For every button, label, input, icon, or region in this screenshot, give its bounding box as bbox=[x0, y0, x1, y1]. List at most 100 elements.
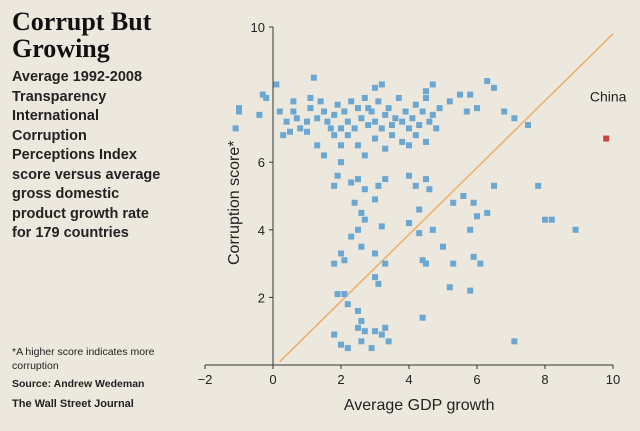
data-point bbox=[361, 328, 368, 335]
data-point bbox=[457, 91, 463, 98]
reference-line bbox=[279, 33, 614, 363]
data-point bbox=[389, 132, 395, 139]
data-point bbox=[372, 118, 378, 125]
data-point bbox=[321, 152, 327, 159]
y-axis-title: Corruption score* bbox=[226, 141, 243, 266]
data-point bbox=[283, 118, 290, 125]
data-point bbox=[548, 216, 555, 223]
diagonal-line bbox=[279, 33, 614, 363]
data-point bbox=[358, 318, 365, 325]
data-point bbox=[491, 182, 497, 189]
chart-area: −2 0 2 4 6 8 10 2 4 6 10 Average GDP growth Corrupti… bbox=[195, 0, 635, 426]
data-point bbox=[501, 108, 508, 115]
data-point bbox=[399, 138, 406, 145]
data-point bbox=[372, 250, 378, 257]
data-point bbox=[236, 108, 242, 115]
x-tick-label: 8 bbox=[541, 372, 548, 387]
china-label: China bbox=[590, 89, 627, 105]
data-point bbox=[331, 111, 338, 118]
data-point bbox=[348, 233, 355, 240]
axes bbox=[204, 26, 614, 369]
data-point bbox=[511, 338, 518, 345]
data-point bbox=[426, 186, 433, 193]
y-tick-label: 6 bbox=[258, 155, 265, 170]
data-point bbox=[355, 324, 361, 331]
data-point bbox=[348, 179, 355, 186]
data-point bbox=[416, 230, 423, 237]
data-point bbox=[412, 182, 419, 189]
data-point bbox=[290, 108, 297, 115]
data-point bbox=[334, 291, 341, 298]
data-point bbox=[423, 94, 429, 101]
data-point bbox=[293, 115, 300, 122]
publisher-credit: The Wall Street Journal bbox=[12, 398, 134, 410]
data-point bbox=[263, 94, 270, 101]
data-point bbox=[416, 122, 423, 129]
data-point bbox=[355, 307, 361, 314]
data-point bbox=[423, 88, 429, 95]
x-tick-label: 10 bbox=[606, 372, 620, 387]
data-point bbox=[334, 172, 341, 179]
data-point bbox=[331, 260, 338, 267]
data-point bbox=[338, 250, 344, 257]
data-point bbox=[351, 199, 358, 206]
data-point bbox=[450, 199, 457, 206]
data-point bbox=[429, 111, 436, 118]
data-point bbox=[372, 196, 378, 203]
data-point bbox=[406, 172, 412, 179]
footnote: *A higher score indicates more corruptio… bbox=[12, 346, 155, 372]
data-point bbox=[372, 274, 378, 281]
data-point bbox=[259, 91, 266, 98]
data-point bbox=[276, 108, 283, 115]
data-point bbox=[358, 338, 365, 345]
data-point bbox=[375, 182, 382, 189]
data-point bbox=[256, 111, 263, 118]
data-point bbox=[331, 182, 338, 189]
data-points bbox=[232, 74, 610, 352]
source-credit: Source: Andrew Wedeman bbox=[12, 378, 145, 390]
data-point bbox=[382, 176, 389, 183]
data-point bbox=[297, 125, 304, 132]
data-point bbox=[467, 226, 474, 233]
data-point bbox=[368, 345, 375, 352]
data-point bbox=[511, 115, 518, 122]
data-point bbox=[355, 176, 361, 183]
data-point bbox=[317, 98, 324, 105]
data-point bbox=[358, 243, 365, 250]
data-point bbox=[375, 98, 382, 105]
data-point bbox=[341, 257, 348, 264]
data-point bbox=[470, 253, 477, 260]
data-point bbox=[344, 301, 351, 308]
data-point bbox=[341, 291, 348, 298]
data-point bbox=[450, 260, 457, 267]
data-point bbox=[409, 115, 416, 122]
data-point bbox=[572, 226, 579, 233]
china-point bbox=[603, 135, 610, 142]
x-axis-title: Average GDP growth bbox=[344, 397, 495, 414]
data-point bbox=[314, 142, 321, 149]
data-point bbox=[327, 125, 334, 132]
data-point bbox=[338, 159, 344, 166]
data-point bbox=[361, 152, 368, 159]
data-point bbox=[365, 105, 372, 112]
data-point bbox=[368, 108, 375, 115]
x-tick-label: −2 bbox=[198, 372, 213, 387]
data-point bbox=[385, 105, 392, 112]
data-point bbox=[290, 98, 297, 105]
data-point bbox=[402, 108, 409, 115]
data-point bbox=[331, 132, 338, 139]
data-point bbox=[484, 78, 491, 85]
y-tick-label: 4 bbox=[258, 223, 265, 238]
data-point bbox=[419, 314, 426, 321]
data-point bbox=[525, 122, 531, 129]
data-point bbox=[341, 108, 348, 115]
x-tick-label: 0 bbox=[269, 372, 276, 387]
data-point bbox=[344, 132, 351, 139]
data-point bbox=[355, 105, 361, 112]
data-point bbox=[344, 345, 351, 352]
data-point bbox=[358, 209, 365, 216]
data-point bbox=[378, 331, 385, 338]
data-point bbox=[355, 142, 361, 149]
data-point bbox=[321, 108, 327, 115]
data-point bbox=[338, 341, 344, 348]
